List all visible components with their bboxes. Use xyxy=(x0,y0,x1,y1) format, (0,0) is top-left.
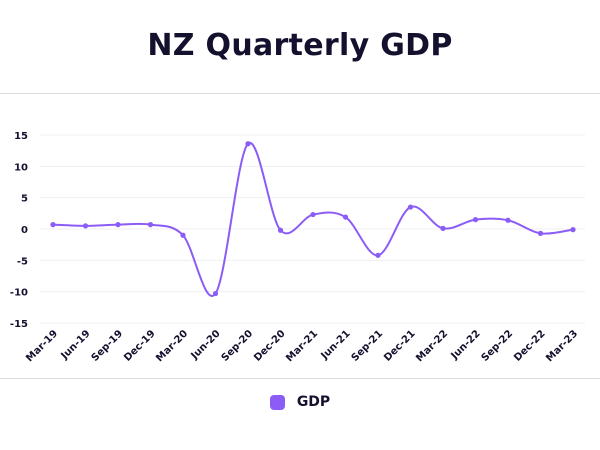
x-tick-label: Sep-20 xyxy=(220,328,256,364)
x-tick-label: Jun-22 xyxy=(449,328,483,362)
x-tick-label: Mar-19 xyxy=(24,328,60,364)
x-tick-label: Jun-21 xyxy=(319,328,353,362)
y-tick-label: 10 xyxy=(14,162,28,173)
data-point[interactable] xyxy=(440,225,446,231)
x-tick-label: Dec-22 xyxy=(512,328,547,363)
legend-swatch-gdp[interactable] xyxy=(269,394,285,410)
x-tick-label: Mar-20 xyxy=(154,328,190,364)
x-tick-label: Dec-19 xyxy=(122,328,157,363)
data-point[interactable] xyxy=(180,232,186,238)
x-tick-label: Sep-19 xyxy=(90,328,126,364)
grid-lines xyxy=(40,134,585,324)
data-point[interactable] xyxy=(407,204,414,210)
y-tick-label: 15 xyxy=(14,131,28,142)
legend: GDP xyxy=(0,394,600,410)
x-tick-label: Jun-19 xyxy=(59,328,93,362)
data-point[interactable] xyxy=(505,217,511,223)
data-point[interactable] xyxy=(310,211,316,218)
x-tick-label: Sep-21 xyxy=(350,328,386,364)
data-point[interactable] xyxy=(212,290,219,297)
y-tick-label: 0 xyxy=(21,225,28,236)
x-tick-label: Mar-23 xyxy=(544,328,580,364)
series-line-gdp xyxy=(52,142,574,297)
y-axis-tick-labels: 15 10 5 0 -5 -10 -15 xyxy=(10,131,28,330)
data-point[interactable] xyxy=(115,222,121,228)
x-tick-label: Dec-21 xyxy=(382,328,417,363)
x-tick-label: Dec-20 xyxy=(252,328,287,363)
y-tick-label: -15 xyxy=(10,319,28,330)
legend-divider xyxy=(0,378,600,379)
data-point[interactable] xyxy=(472,217,479,223)
data-point[interactable] xyxy=(570,227,576,233)
data-point[interactable] xyxy=(375,252,381,258)
title-divider xyxy=(0,93,600,94)
y-tick-label: -10 xyxy=(10,288,28,299)
legend-label-gdp[interactable]: GDP xyxy=(296,394,331,410)
x-tick-label: Mar-22 xyxy=(414,328,450,364)
data-point[interactable] xyxy=(50,222,56,228)
y-tick-label: -5 xyxy=(17,256,28,267)
data-point[interactable] xyxy=(147,222,154,228)
x-tick-label: Sep-22 xyxy=(480,328,516,364)
data-point[interactable] xyxy=(537,230,544,236)
x-tick-label: Jun-20 xyxy=(189,328,223,362)
data-point[interactable] xyxy=(245,141,251,147)
data-point[interactable] xyxy=(342,214,349,220)
x-tick-label: Mar-21 xyxy=(284,328,320,364)
data-point[interactable] xyxy=(82,223,89,229)
chart-title: NZ Quarterly GDP xyxy=(147,28,453,63)
series-points-gdp xyxy=(50,141,576,297)
y-tick-label: 5 xyxy=(21,194,28,205)
data-point[interactable] xyxy=(277,227,284,233)
